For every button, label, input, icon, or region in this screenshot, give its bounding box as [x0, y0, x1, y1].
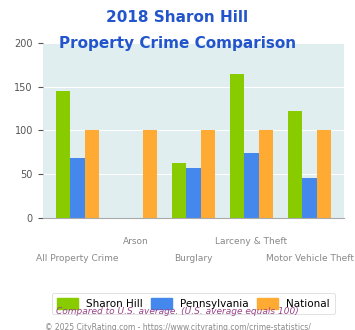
Bar [85, 130, 99, 218]
Bar [288, 111, 302, 218]
Bar [172, 163, 186, 218]
Text: All Property Crime: All Property Crime [36, 254, 119, 263]
Text: Arson: Arson [122, 237, 148, 246]
Bar [186, 168, 201, 218]
Legend: Sharon Hill, Pennsylvania, National: Sharon Hill, Pennsylvania, National [52, 293, 335, 314]
Text: Larceny & Theft: Larceny & Theft [215, 237, 288, 246]
Bar [230, 74, 244, 218]
Text: Motor Vehicle Theft: Motor Vehicle Theft [266, 254, 354, 263]
Bar [70, 158, 85, 218]
Bar [317, 130, 331, 218]
Text: 2018 Sharon Hill: 2018 Sharon Hill [106, 10, 248, 25]
Text: © 2025 CityRating.com - https://www.cityrating.com/crime-statistics/: © 2025 CityRating.com - https://www.city… [45, 323, 310, 330]
Text: Burglary: Burglary [174, 254, 213, 263]
Text: Compared to U.S. average. (U.S. average equals 100): Compared to U.S. average. (U.S. average … [56, 307, 299, 316]
Text: Property Crime Comparison: Property Crime Comparison [59, 36, 296, 51]
Bar [201, 130, 215, 218]
Bar [143, 130, 157, 218]
Bar [302, 178, 317, 218]
Bar [56, 91, 70, 218]
Bar [244, 153, 259, 218]
Bar [259, 130, 273, 218]
